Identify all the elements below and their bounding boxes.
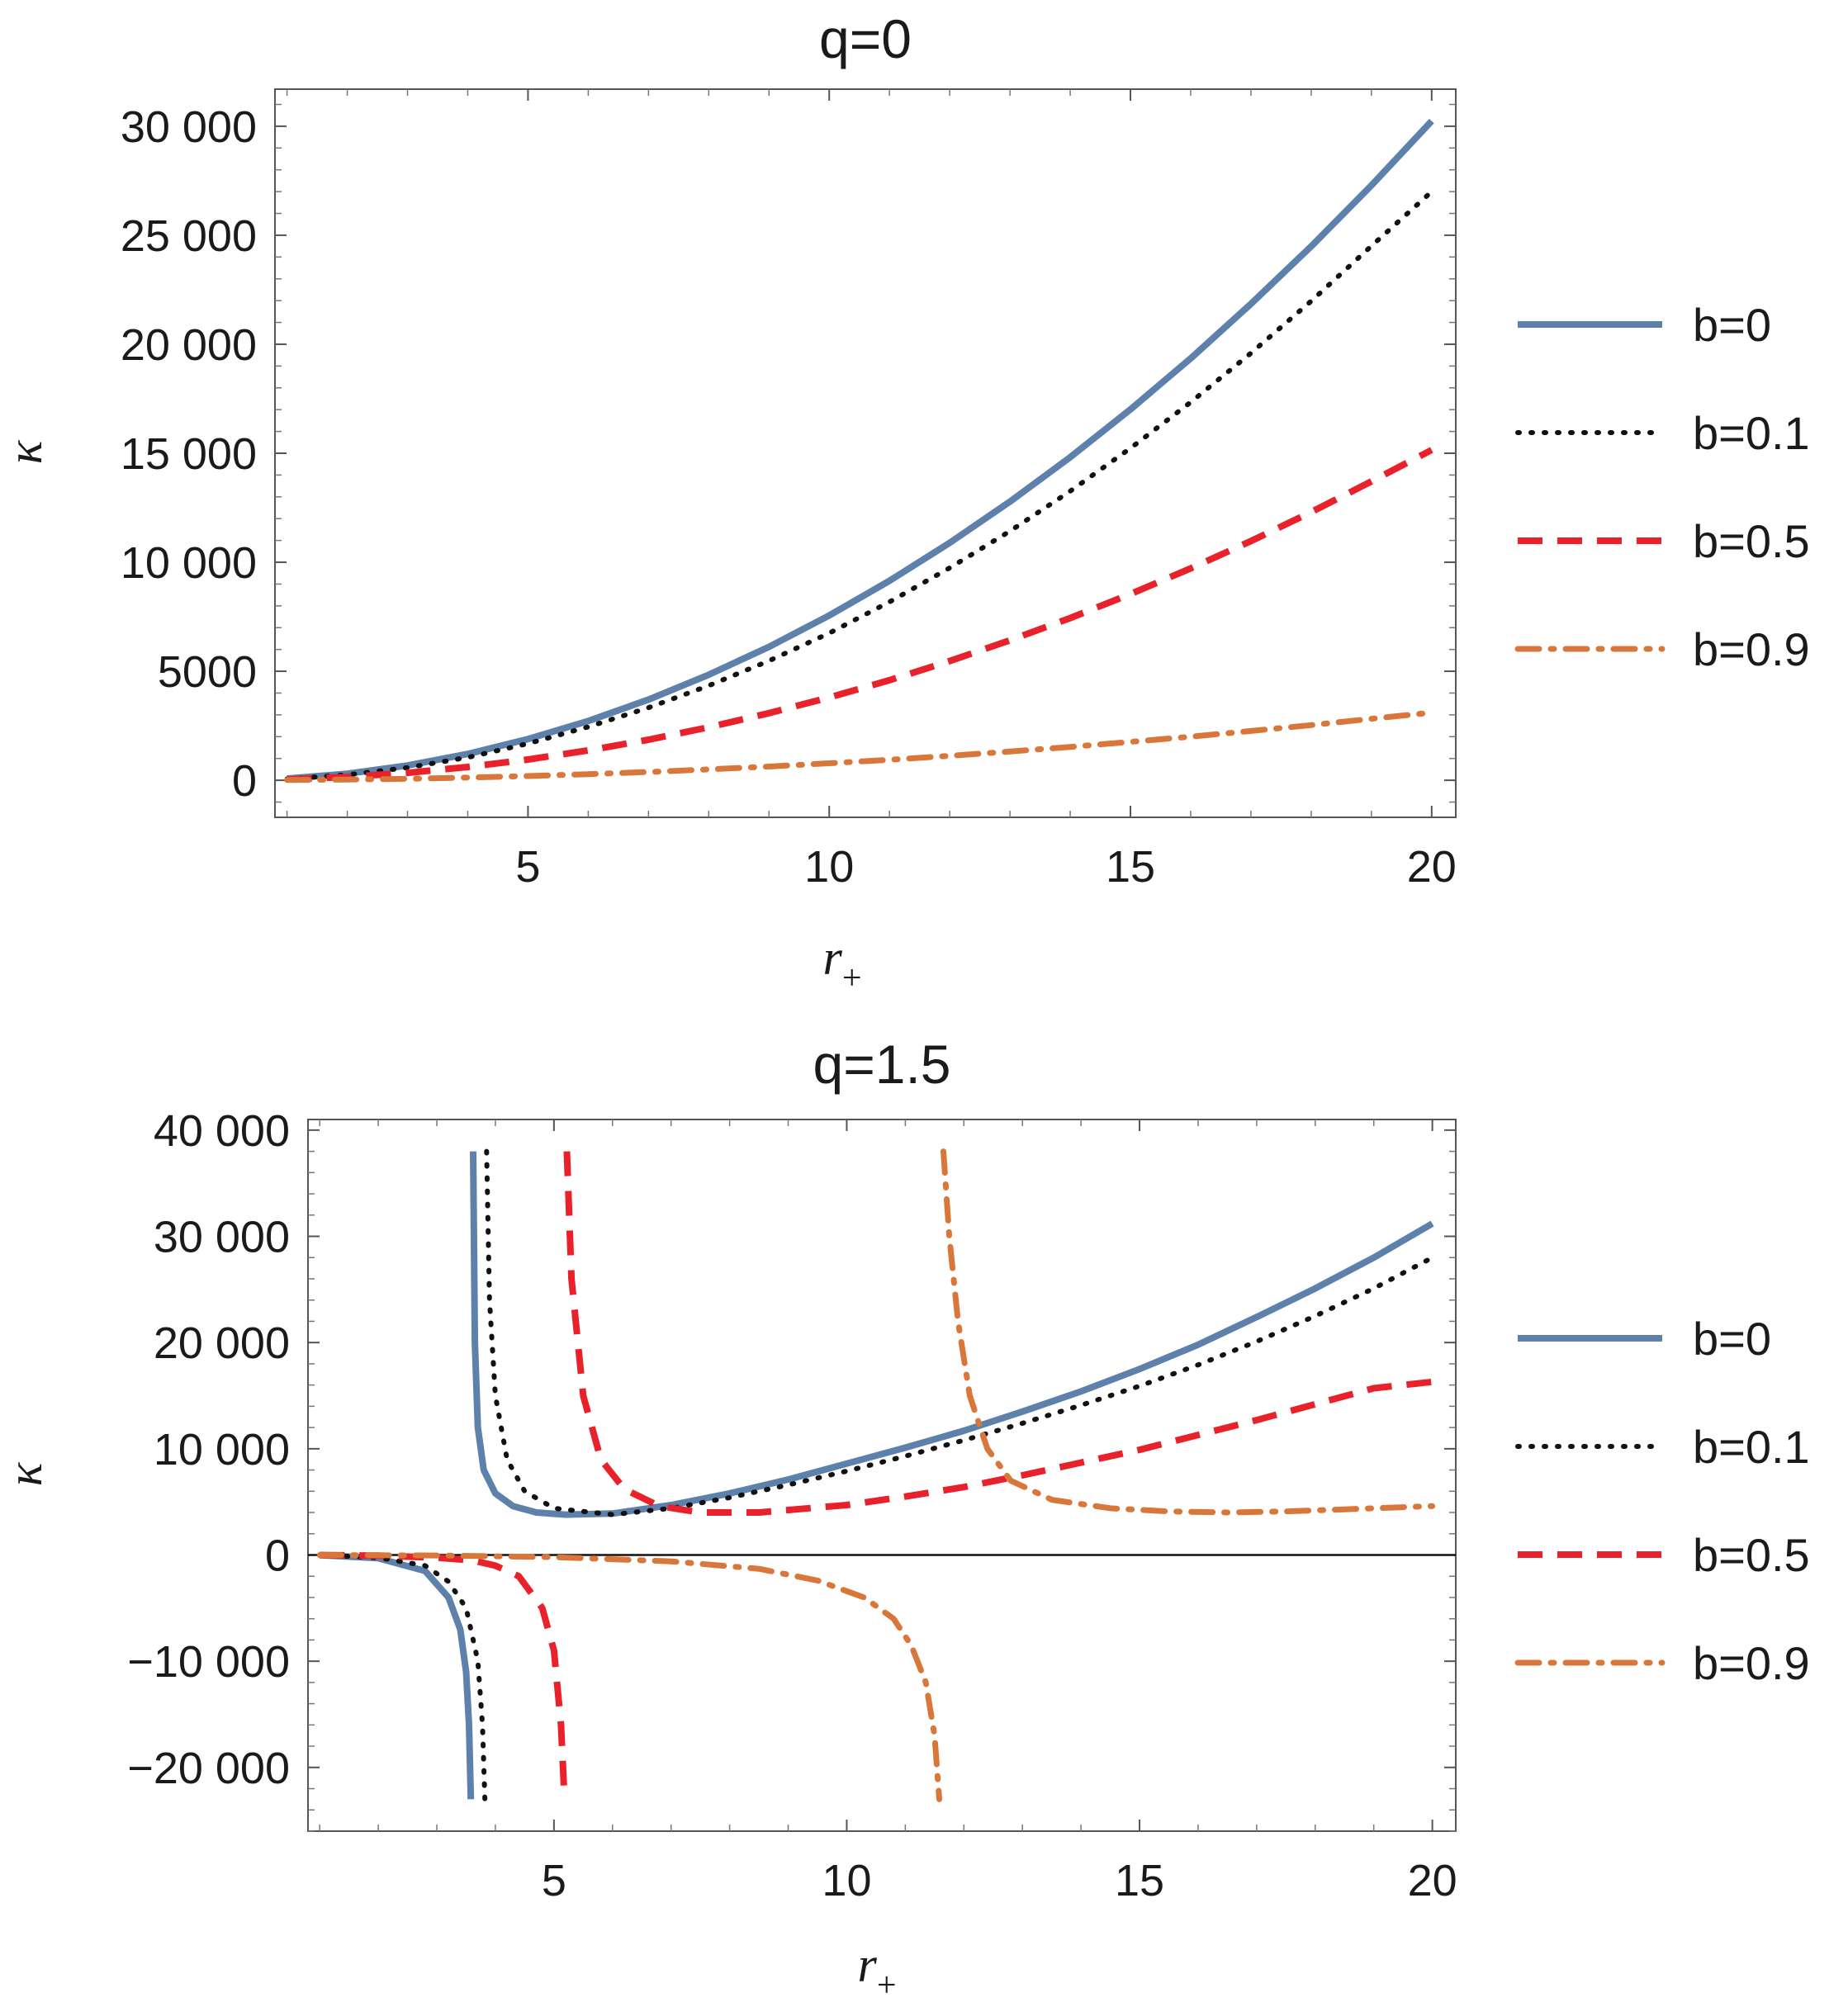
chart-title: q=1.5 (813, 1034, 951, 1095)
series-line-b=0.9 (316, 1148, 1436, 1802)
legend-label: b=0 (1693, 299, 1771, 351)
x-axis-label: r+ (857, 1938, 896, 2005)
plot-frame (274, 88, 1457, 818)
y-tick-label: 0 (265, 1531, 290, 1580)
series-line-b=0 (319, 1151, 1434, 1800)
y-tick-label: 30 000 (121, 102, 257, 152)
legend-label: b=0.9 (1693, 623, 1810, 675)
x-tick-label: 15 (1106, 842, 1155, 892)
x-tick-label: 20 (1408, 1856, 1457, 1905)
series-line-b=0.1 (317, 1148, 1435, 1802)
y-tick-label: −10 000 (127, 1637, 290, 1687)
legend-label: b=0.5 (1693, 1529, 1810, 1581)
legend-label: b=0.1 (1693, 407, 1810, 459)
series-line-b=0.9 (284, 709, 1435, 783)
legend: b=0 b=0.1 b=0.5 b=0.9 (1514, 299, 1810, 675)
series-line-b=0.1 (284, 189, 1434, 782)
y-axis-label: κ (0, 1461, 52, 1486)
x-tick-label: 5 (515, 842, 540, 892)
y-tick-label: 30 000 (154, 1213, 290, 1262)
y-tick-label: 0 (232, 756, 257, 806)
y-tick-label: 40 000 (154, 1106, 290, 1156)
x-tick-label: 10 (804, 842, 854, 892)
plot-frame (307, 1119, 1457, 1832)
series-group (284, 118, 1435, 783)
x-tick-label: 20 (1407, 842, 1457, 892)
axis-ticks: 5 10 15 20 0 5000 10 000 15 000 20 000 25 000 30 0… (121, 89, 1457, 892)
legend-label: b=0.9 (1693, 1637, 1810, 1689)
y-axis-label: κ (0, 439, 52, 464)
chart-panel-q15: q=1.5 5 10 15 20 −20 000 −10 000 0 10 000 20 000… (0, 1034, 1810, 2005)
legend-label: b=0.1 (1693, 1421, 1810, 1473)
chart-title: q=0 (819, 8, 912, 69)
y-tick-label: −20 000 (127, 1744, 290, 1793)
legend-label: b=0 (1693, 1313, 1771, 1365)
series-line-b=0 (287, 118, 1434, 783)
y-tick-label: 20 000 (121, 320, 257, 370)
y-tick-label: 5000 (158, 647, 257, 697)
legend: b=0 b=0.1 b=0.5 b=0.9 (1514, 1313, 1810, 1689)
series-line-b=0.5 (320, 1151, 1433, 1800)
x-tick-label: 5 (542, 1856, 566, 1905)
chart-panel-q0: q=0 5 10 15 20 0 5000 10 000 15 000 20 000 25 000… (0, 8, 1810, 997)
axis-ticks: 5 10 15 20 −20 000 −10 000 0 10 000 20 000 30 000… (127, 1106, 1457, 1905)
x-tick-label: 15 (1115, 1856, 1164, 1905)
y-tick-label: 10 000 (121, 538, 257, 588)
y-tick-label: 20 000 (154, 1318, 290, 1368)
y-tick-label: 10 000 (154, 1425, 290, 1474)
series-group (316, 1148, 1436, 1802)
y-tick-label: 25 000 (121, 211, 257, 261)
y-tick-label: 15 000 (121, 429, 257, 479)
x-axis-label: r+ (822, 930, 861, 997)
x-tick-label: 10 (822, 1856, 871, 1905)
legend-label: b=0.5 (1693, 515, 1810, 567)
